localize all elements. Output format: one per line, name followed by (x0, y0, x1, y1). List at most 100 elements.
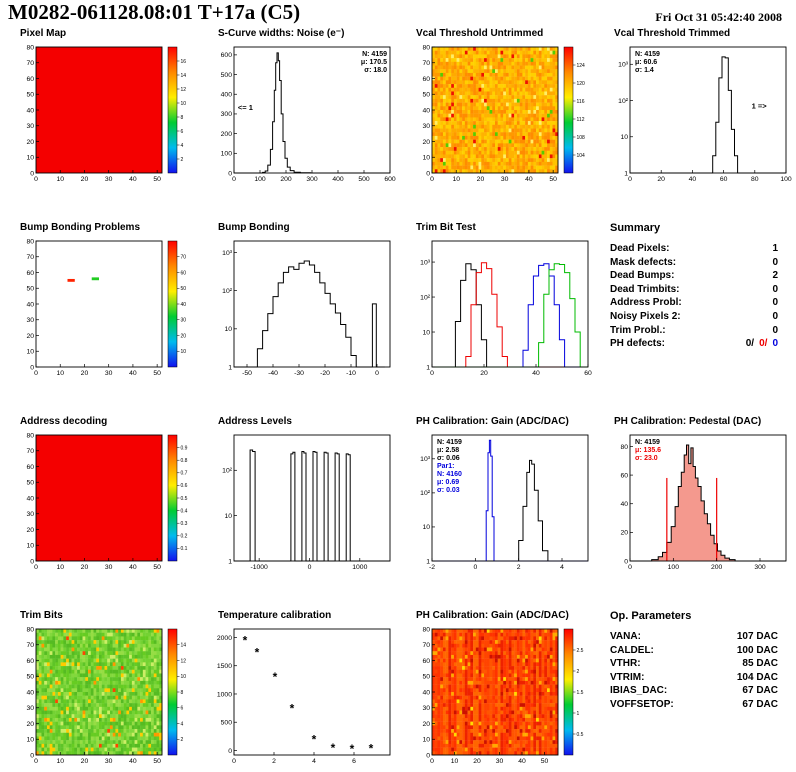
x-axis: 0 100 200 300 400 500 600 (232, 170, 396, 183)
y-tick-label: 10 (422, 329, 430, 336)
y-tick-label: 80 (26, 432, 34, 439)
y-tick-label: 60 (26, 464, 34, 471)
plot-frame (629, 46, 787, 174)
colorbar (563, 46, 574, 174)
y-tick-label: 500 (221, 72, 233, 79)
x-tick-label: 50 (153, 758, 161, 765)
ph-defects-values: 0/0/0 (746, 337, 778, 351)
x-tick-label: 20 (477, 176, 485, 183)
y-tick-label: 10³ (618, 62, 629, 69)
y-tick-label: 10 (26, 543, 34, 550)
y-tick-label: 40 (26, 495, 34, 502)
x-tick-label: 4 (560, 564, 564, 571)
x-tick-label: 300 (306, 176, 318, 183)
annotation: <= 1 (238, 103, 253, 112)
x-tick-label: 10 (451, 758, 459, 765)
x-tick-label: 40 (129, 370, 137, 377)
panel-title-vcal-threshold-untrimmed: Vcal Threshold Untrimmed (416, 28, 544, 39)
y-tick-label: 0 (228, 170, 232, 177)
x-tick-label: 20 (81, 176, 89, 183)
stat-line: σ: 0.03 (437, 487, 460, 494)
colorbar-tick-label: 0.2 (181, 534, 188, 540)
panel-vcal-threshold-trimmed: Vcal Threshold Trimmed 0 20 40 60 80 100 1 10 10²… (604, 28, 796, 192)
y-tick-label: 10 (224, 326, 232, 333)
panel-summary: Summary Dead Pixels: 1 Mask defects: 0 Dead B… (604, 222, 796, 386)
x-axis: 0 20 40 60 (430, 364, 592, 377)
x-tick-label: 30 (105, 564, 113, 571)
y-tick-label: 1 (624, 170, 628, 177)
x-tick-label: 30 (105, 370, 113, 377)
report-timestamp: Fri Oct 31 05:42:40 2008 (655, 10, 782, 24)
x-tick-label: 20 (480, 370, 488, 377)
row-label: IBIAS_DAC: (610, 685, 668, 697)
x-tick-label: 0 (430, 176, 434, 183)
row-value: 67 DAC (742, 698, 778, 710)
colorbar-tick-label: 14 (181, 643, 187, 649)
y-tick-label: 30 (26, 705, 34, 712)
summary-row-ph-defects: PH defects: 0/0/0 (610, 337, 778, 351)
histogram-fill (630, 445, 786, 561)
y-tick-label: 0 (30, 170, 34, 177)
y-tick-label: 60 (422, 658, 430, 665)
panel-title-bump-bonding: Bump Bonding (218, 222, 290, 233)
y-tick-label: 500 (221, 720, 233, 727)
y-tick-label: 400 (221, 92, 233, 99)
y-axis: 0 20 40 60 80 (620, 444, 633, 565)
y-tick-label: 50 (26, 92, 34, 99)
address-levels-plot: -1000 0 1000 1 10 10² (222, 434, 391, 571)
y-tick-label: 20 (26, 721, 34, 728)
x-tick-label: 300 (754, 564, 766, 571)
y-tick-label: 20 (26, 139, 34, 146)
y-axis: 1 10 10² 10³ (618, 62, 633, 177)
y-tick-label: 1 (426, 364, 430, 371)
x-tick-label: 0 (375, 370, 379, 377)
y-tick-label: 600 (221, 52, 233, 59)
defect-mark (67, 278, 75, 282)
y-tick-label: 1000 (217, 691, 232, 698)
panel-address-levels: Address Levels -1000 0 1000 1 10 10² (208, 416, 400, 580)
scatter-marker: * (350, 742, 355, 756)
colorbar-tick-label: 10 (181, 674, 187, 680)
y-tick-label: 10³ (222, 250, 233, 257)
y-tick-label: 10³ (420, 456, 431, 463)
panel-title-pixel-map: Pixel Map (20, 28, 67, 39)
ph-defect-count: 0 (772, 338, 778, 350)
panel-trim-bit-test: Trim Bit Test 0 20 40 60 1 10 10² 10³ (406, 222, 598, 386)
panel-title-trim-bit-test: Trim Bit Test (416, 222, 476, 233)
y-axis: 1 10 10² 10³ (420, 456, 435, 565)
vcal-threshold-untrimmed-plot: 0 10 20 30 40 50 0 10 20 30 40 50 60 70 80 104 108 112 116… (422, 44, 585, 183)
x-tick-label: 0 (628, 564, 632, 571)
address-decoding-heatmap (36, 435, 162, 561)
panel-title-address-decoding: Address decoding (20, 416, 108, 427)
colorbar-tick-label: 0.6 (181, 483, 188, 489)
stat-line: σ: 0.06 (437, 455, 460, 462)
defect-mark (91, 277, 99, 281)
x-axis: 0 2 4 6 (232, 752, 356, 765)
y-tick-label: 20 (422, 721, 430, 728)
x-tick-label: 40 (129, 564, 137, 571)
row-label: VOFFSETOP: (610, 698, 674, 710)
x-tick-label: 500 (358, 176, 370, 183)
y-axis: 0 10 20 30 40 50 60 70 80 (26, 44, 39, 177)
y-tick-label: 40 (620, 501, 628, 508)
histogram-outline (234, 260, 385, 368)
panel-title-temperature-calibration: Temperature calibration (218, 610, 332, 621)
panel-pixel-map: Pixel Map 0 10 20 30 40 50 0 10 20 30 40 50 60 70 80 2 4 6… (10, 28, 202, 192)
colorbar (167, 240, 178, 368)
x-tick-label: -10 (346, 370, 356, 377)
x-tick-label: 20 (473, 758, 481, 765)
y-tick-label: 60 (26, 76, 34, 83)
colorbar-tick-label: 116 (577, 99, 585, 105)
y-tick-label: 0 (30, 752, 34, 759)
panel-title-trim-bits: Trim Bits (20, 610, 63, 621)
stat-line: N: 4159 (362, 51, 387, 58)
stat-line: σ: 18.0 (364, 67, 387, 74)
bump-bonding-problems-heatmap (36, 241, 162, 367)
y-tick-label: 70 (422, 642, 430, 649)
stat-line: N: 4159 (635, 51, 660, 58)
colorbar-tick-label: 2 (577, 669, 580, 675)
y-tick-label: 30 (422, 705, 430, 712)
x-tick-label: 2 (517, 564, 521, 571)
x-tick-label: 600 (384, 176, 396, 183)
row-label: Trim Probl.: (610, 324, 666, 336)
